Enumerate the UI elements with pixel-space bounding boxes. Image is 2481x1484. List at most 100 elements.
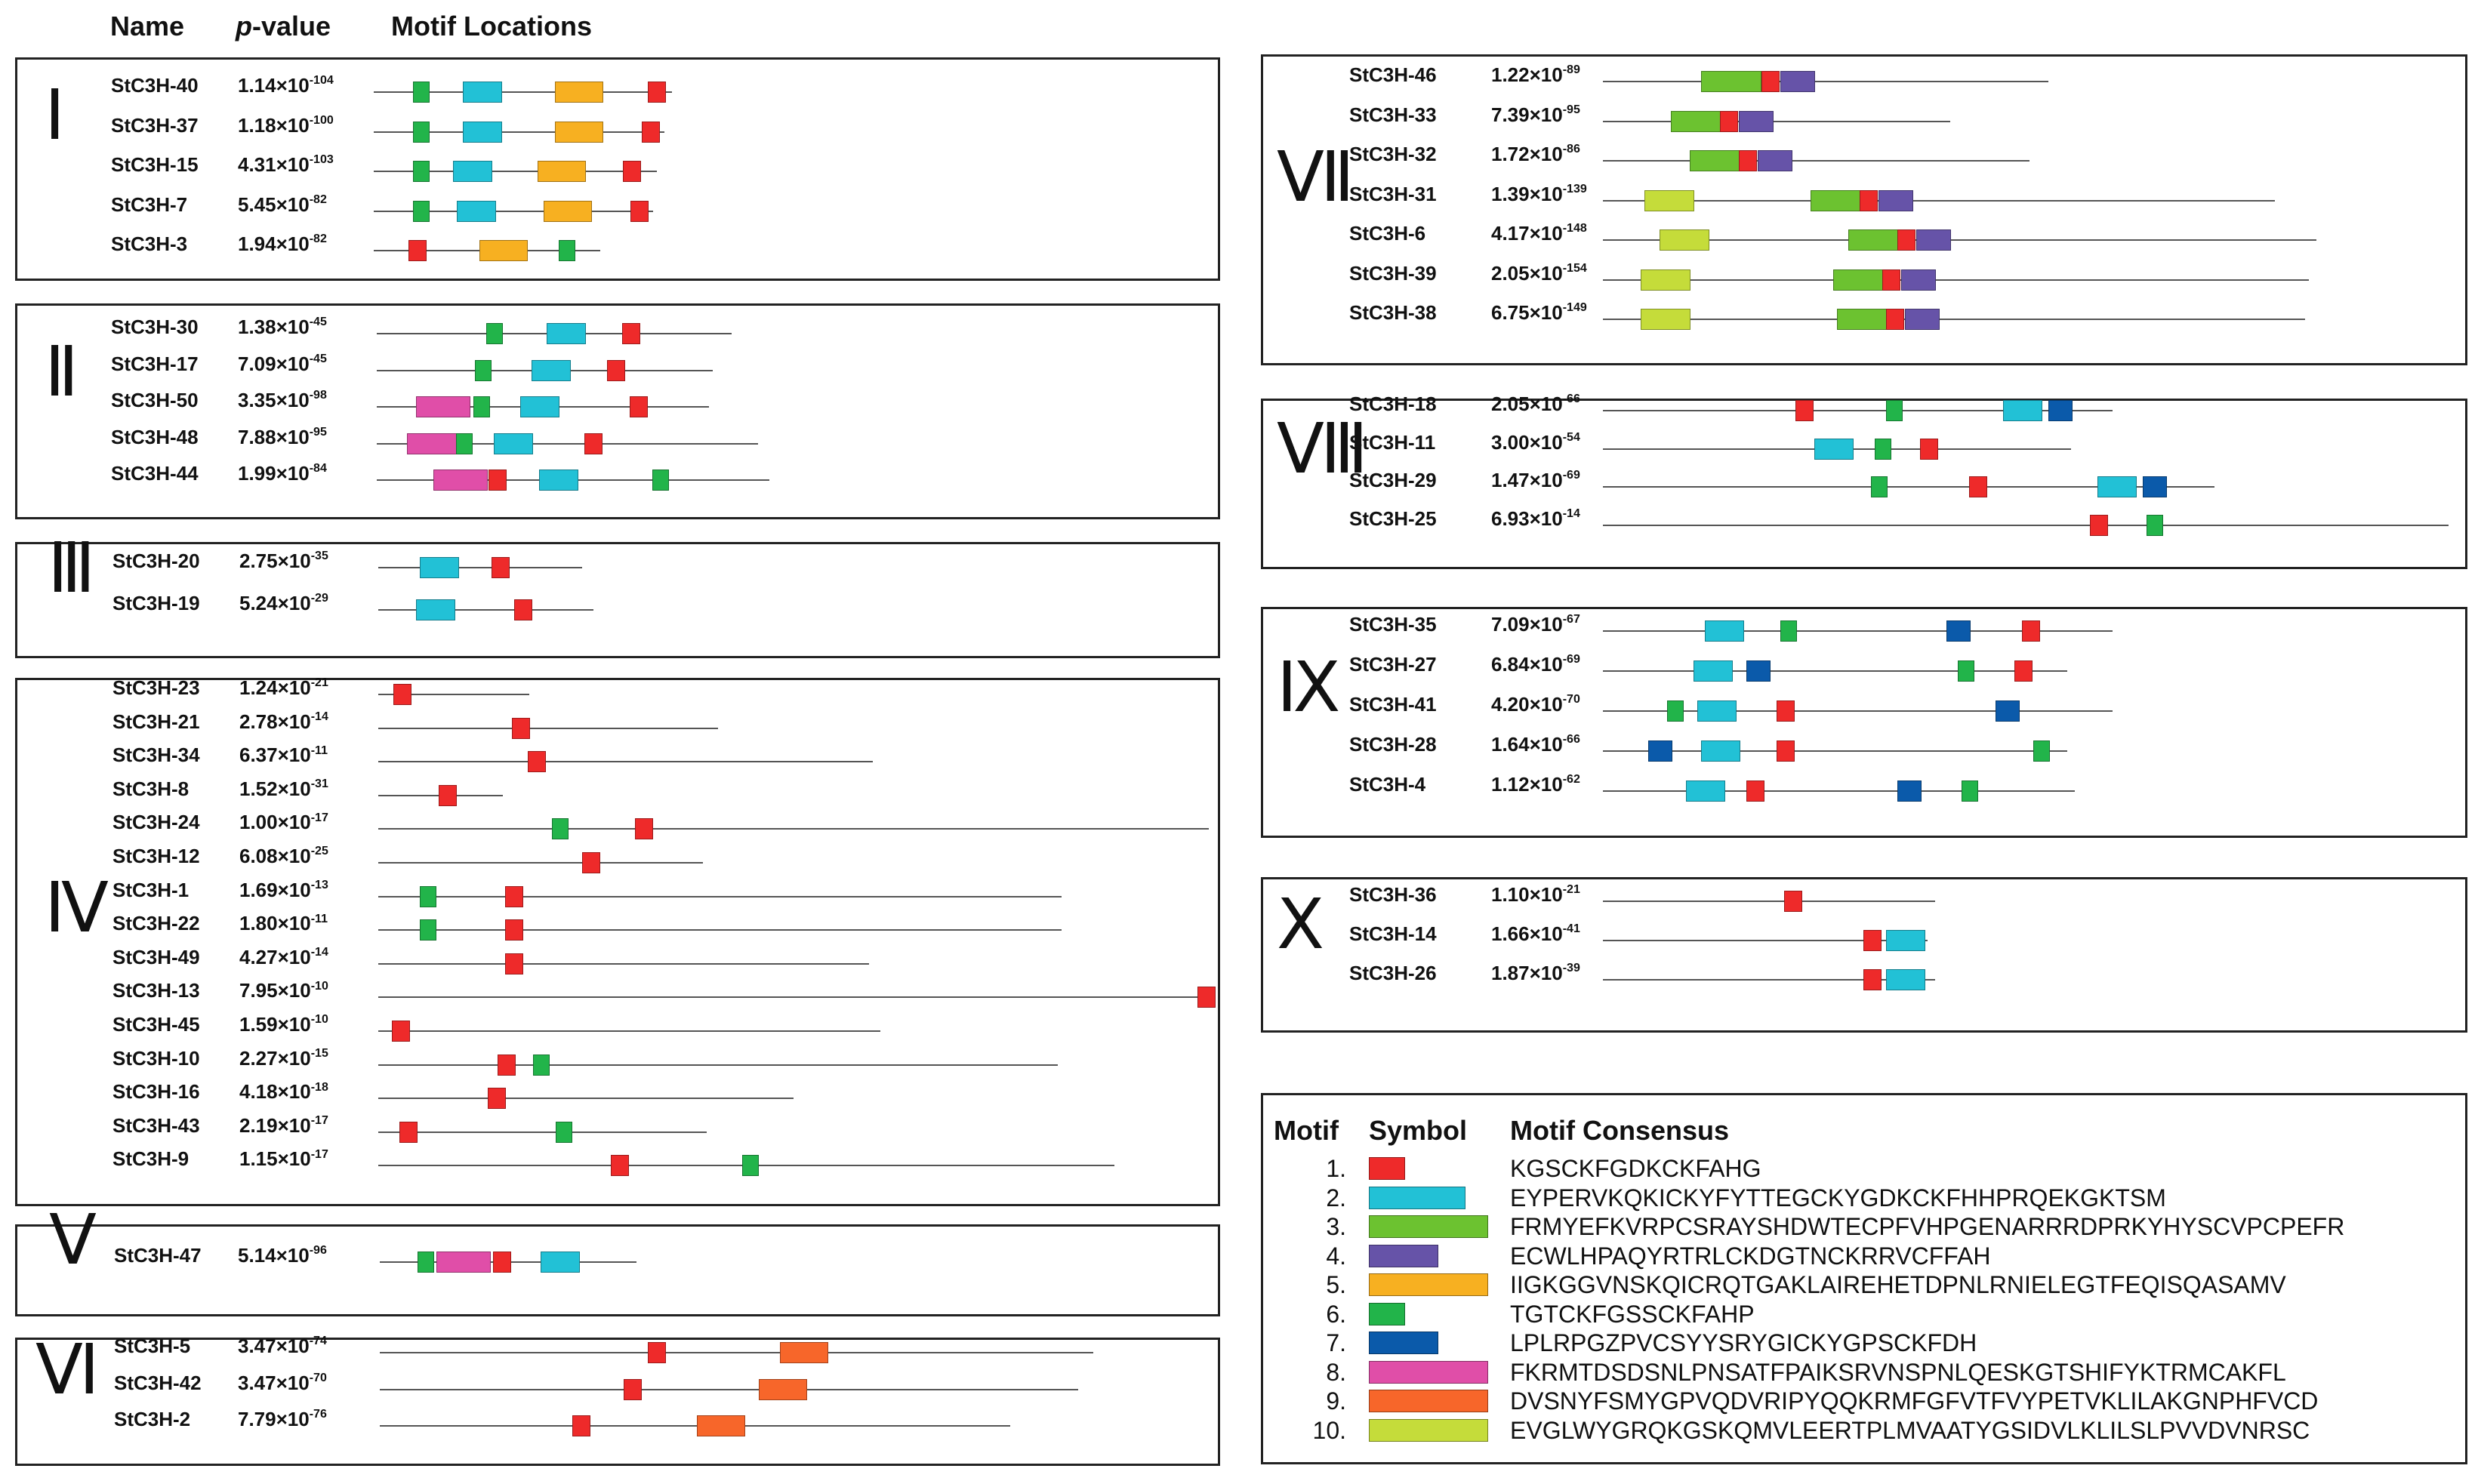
- p-value-exponent: -98: [309, 389, 327, 402]
- motif-6-box: [1667, 700, 1684, 722]
- motif-1-box: [1920, 438, 1938, 460]
- p-value-base: 2.05×10: [1491, 393, 1563, 415]
- motif-7-box: [2048, 400, 2073, 421]
- motif-2-box: [2097, 476, 2137, 497]
- motif-6-box: [1780, 620, 1797, 642]
- p-value-base: 7.88×10: [238, 425, 310, 448]
- motif-7-box: [1746, 660, 1771, 682]
- group-roman-label: Ⅳ: [45, 870, 109, 947]
- motif-2-box: [520, 396, 559, 417]
- protein-line: [378, 929, 1062, 931]
- p-value-exponent: -39: [1562, 962, 1580, 975]
- motif-2-box: [1886, 930, 1925, 951]
- p-value: 2.78×10-14: [239, 708, 328, 735]
- p-value-exponent: -21: [310, 676, 328, 690]
- p-value: 2.05×10-66: [1491, 390, 1580, 417]
- gene-row: StC3H-4 1.12×10-62: [1263, 771, 2465, 802]
- p-value: 1.52×10-31: [239, 775, 328, 802]
- protein-line: [378, 962, 869, 965]
- gene-name: StC3H-24: [112, 811, 200, 834]
- p-value-base: 1.66×10: [1491, 922, 1563, 945]
- p-value-exponent: -14: [310, 946, 328, 959]
- p-value-base: 3.47×10: [238, 1371, 310, 1394]
- p-value-base: 3.47×10: [238, 1335, 310, 1357]
- gene-row: StC3H-36 1.10×10-21: [1263, 881, 2465, 912]
- legend-motif-number: 2.: [1326, 1184, 1346, 1212]
- gene-row: StC3H-46 1.22×10-89: [1263, 61, 2465, 92]
- p-value-base: 1.47×10: [1491, 469, 1563, 491]
- p-value: 2.75×10-35: [239, 547, 328, 574]
- gene-row: StC3H-16 4.18×10-18: [17, 1078, 1218, 1110]
- legend-symbol-swatch: [1369, 1215, 1488, 1238]
- motif-1-box: [582, 852, 600, 873]
- protein-line: [378, 862, 703, 864]
- p-value-exponent: -14: [1562, 506, 1580, 520]
- protein-line: [380, 1425, 1010, 1427]
- motif-1-box: [492, 557, 510, 578]
- p-value-exponent: -21: [1562, 883, 1580, 897]
- legend-symbol-swatch: [1369, 1157, 1405, 1180]
- gene-row: StC3H-14 1.66×10-41: [1263, 920, 2465, 951]
- p-value-exponent: -69: [1562, 469, 1580, 482]
- p-value-base: 6.37×10: [239, 744, 311, 767]
- gene-name: StC3H-4: [1349, 773, 1426, 796]
- motif-6-box: [473, 396, 490, 417]
- legend-row: 2. EYPERVKQKICKYFYTTEGCKYGDKCKFHHPRQEKGKT…: [1263, 1184, 2465, 1212]
- gene-row: StC3H-40 1.14×10-104: [17, 72, 1218, 103]
- motif-1-box: [648, 1342, 666, 1363]
- motif-6-box: [413, 82, 430, 103]
- legend-consensus-sequence: FKRMTDSDSNLPNSATFPAIKSRVNSPNLQESKGTSHIFY…: [1510, 1358, 2286, 1386]
- gene-name: StC3H-47: [114, 1244, 202, 1267]
- legend-symbol-swatch: [1369, 1418, 1488, 1442]
- p-value-base: 7.39×10: [1491, 103, 1563, 126]
- gene-row: StC3H-11 3.00×10-54: [1263, 429, 2465, 460]
- motif-1-box: [392, 1021, 410, 1042]
- p-value-base: 2.19×10: [239, 1113, 311, 1137]
- motif-1-box: [408, 240, 427, 261]
- gene-name: StC3H-25: [1349, 506, 1437, 530]
- protein-line: [1603, 319, 2305, 320]
- motif-4-box: [1739, 110, 1774, 132]
- motif-7-box: [1648, 740, 1672, 762]
- protein-line: [374, 131, 664, 133]
- group-roman-label: Ⅹ: [1277, 886, 1325, 963]
- gene-name: StC3H-41: [1349, 693, 1437, 716]
- motif-2-box: [463, 82, 502, 103]
- gene-name: StC3H-44: [111, 462, 199, 485]
- p-value-base: 6.75×10: [1491, 301, 1563, 324]
- motif-2-box: [453, 161, 492, 182]
- protein-line: [1603, 790, 2075, 792]
- motif-4-box: [1916, 229, 1951, 251]
- motif-10-box: [1660, 229, 1709, 251]
- group-panel: Ⅶ StC3H-46 1.22×10-89 StC3H-33 7.39×10-95 StC…: [1261, 54, 2467, 365]
- p-value: 1.64×10-66: [1491, 731, 1580, 758]
- gene-name: StC3H-36: [1349, 883, 1437, 906]
- p-value-exponent: -148: [1562, 222, 1587, 236]
- p-value: 6.37×10-11: [239, 741, 328, 768]
- motif-5-box: [555, 82, 603, 103]
- motif-2-box: [1886, 969, 1925, 990]
- gene-row: StC3H-26 1.87×10-39: [1263, 959, 2465, 990]
- gene-row: StC3H-24 1.00×10-17: [17, 808, 1218, 840]
- motif-1-box: [648, 82, 666, 103]
- motif-2-box: [532, 359, 571, 381]
- p-value-exponent: -66: [1562, 393, 1580, 406]
- p-value: 1.24×10-21: [239, 674, 328, 701]
- gene-name: StC3H-33: [1349, 103, 1437, 126]
- group-roman-label: Ⅵ: [35, 1332, 100, 1409]
- p-value-exponent: -17: [310, 1147, 328, 1161]
- legend-consensus-sequence: TGTCKFGSSCKFAHP: [1510, 1300, 1755, 1328]
- legend-consensus-sequence: LPLRPGZPVCSYYSRYGICKYGPSCKFDH: [1510, 1329, 1977, 1356]
- p-value: 5.45×10-82: [238, 191, 327, 218]
- motif-6-box: [1962, 780, 1978, 802]
- legend-motif-number: 3.: [1326, 1213, 1346, 1240]
- p-value-exponent: -104: [309, 74, 334, 88]
- motif-6-box: [1875, 438, 1891, 460]
- p-value-exponent: -67: [1562, 613, 1580, 627]
- motif-6-box: [552, 818, 569, 840]
- p-value-exponent: -103: [309, 153, 334, 167]
- p-value: 7.79×10-76: [238, 1405, 327, 1433]
- gene-name: StC3H-7: [111, 192, 188, 216]
- motif-1-box: [1863, 930, 1882, 951]
- motif-1-box: [1746, 780, 1764, 802]
